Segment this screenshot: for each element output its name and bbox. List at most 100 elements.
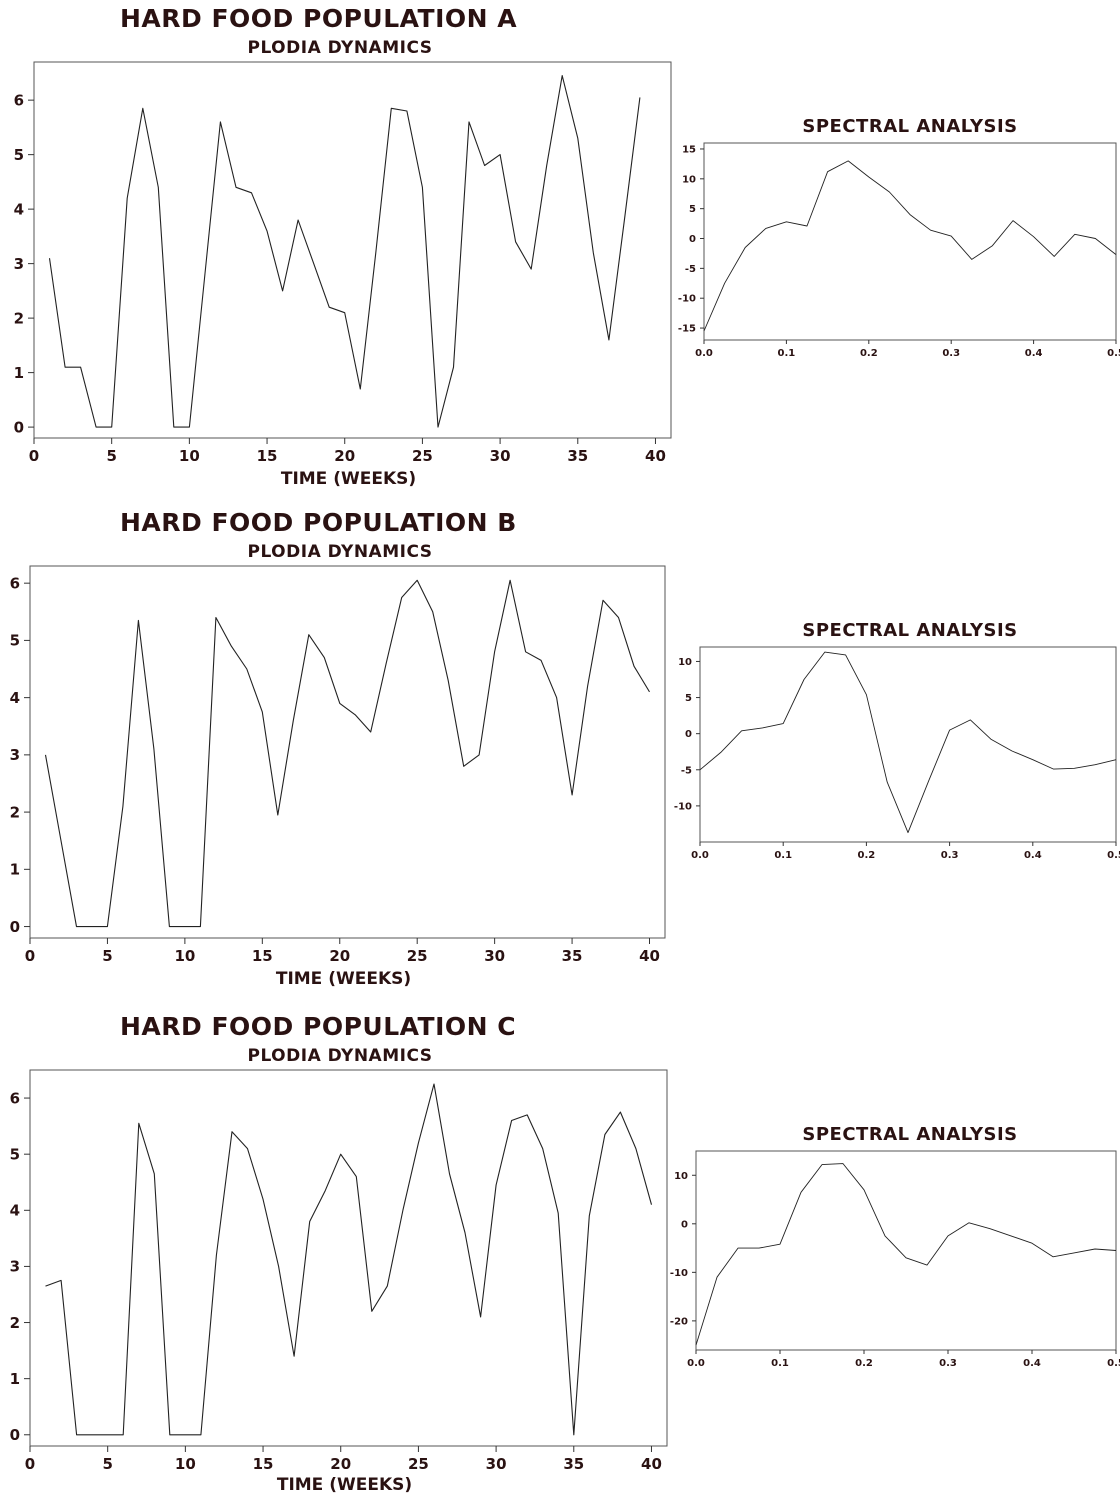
y-tick-label: 5 xyxy=(14,146,24,164)
plot-frame xyxy=(695,1150,1117,1351)
x-tick-label: 10 xyxy=(175,1455,196,1473)
y-tick-label: 5 xyxy=(10,632,20,650)
x-tick-label: 0.5 xyxy=(1107,1358,1120,1369)
x-tick-label: 15 xyxy=(252,947,273,965)
x-tick-label: 0.2 xyxy=(855,1358,873,1369)
x-tick-label: 0.1 xyxy=(774,850,792,861)
y-tick-label: 2 xyxy=(10,803,20,821)
y-tick-label: 4 xyxy=(10,1202,20,1220)
panel-population-b: HARD FOOD POPULATION B PLODIA DYNAMICS S… xyxy=(0,504,1120,1002)
x-tick-label: 25 xyxy=(408,1455,429,1473)
x-tick-label: 30 xyxy=(486,1455,507,1473)
x-tick-label: 0.1 xyxy=(778,348,796,359)
y-tick-label: 1 xyxy=(10,861,20,879)
plot-frame xyxy=(703,142,1117,341)
y-tick-label: 10 xyxy=(674,1171,688,1182)
x-tick-label: 0.1 xyxy=(771,1358,789,1369)
spectral-title: SPECTRAL ANALYSIS xyxy=(802,1124,1018,1145)
x-tick-label: 0.0 xyxy=(691,850,709,861)
x-tick-label: 0.4 xyxy=(1025,348,1043,359)
x-tick-label: 5 xyxy=(102,947,112,965)
y-tick-label: -5 xyxy=(681,765,692,776)
y-tick-label: 0 xyxy=(689,234,696,245)
x-tick-label: 5 xyxy=(102,1455,112,1473)
y-tick-label: 0 xyxy=(14,418,24,436)
y-tick-label: 6 xyxy=(10,574,20,592)
population-a-charts: 0 1 2 3 4 5 6 0 5 10 15 20 25 30 35 40 15 10 5 0 -5 -10 -15 0.0… xyxy=(14,61,1120,489)
x-tick-label: 15 xyxy=(253,1455,274,1473)
y-tick-label: 4 xyxy=(10,689,20,707)
spectral-chart: 10 0 -10 -20 0.0 0.1 0.2 0.3 0.4 0.5 xyxy=(670,1150,1120,1369)
time-series-chart: 0 1 2 3 4 5 6 0 5 10 15 20 25 30 35 40 xyxy=(14,61,672,465)
y-tick-label: 3 xyxy=(10,1258,20,1276)
x-tick-label: 35 xyxy=(563,1455,584,1473)
spectral-chart: 15 10 5 0 -5 -10 -15 0.0 0.1 0.2 0.3 0.4 0.5 xyxy=(678,142,1120,359)
y-tick-label: 2 xyxy=(14,309,24,327)
x-tick-label: 30 xyxy=(490,447,511,465)
chart-subtitle: PLODIA DYNAMICS xyxy=(247,1046,433,1066)
y-tick-label: 0 xyxy=(10,1426,20,1444)
x-tick-label: 0 xyxy=(25,1455,35,1473)
plot-frame xyxy=(29,565,666,939)
x-tick-label: 40 xyxy=(645,447,666,465)
x-tick-label: 15 xyxy=(257,447,278,465)
panel-population-a: HARD FOOD POPULATION A PLODIA DYNAMICS S… xyxy=(0,0,1120,498)
x-tick-label: 0.0 xyxy=(687,1358,705,1369)
y-tick-label: -10 xyxy=(674,801,692,812)
series-line xyxy=(703,160,1117,332)
y-tick-label: 5 xyxy=(689,204,696,215)
x-tick-label: 0.4 xyxy=(1023,1358,1041,1369)
panel-population-c: HARD FOOD POPULATION C PLODIA DYNAMICS S… xyxy=(0,1008,1120,1506)
x-tick-label: 30 xyxy=(484,947,505,965)
series-line xyxy=(699,651,1117,834)
x-tick-label: 0.5 xyxy=(1107,348,1120,359)
chart-title: HARD FOOD POPULATION A xyxy=(120,4,518,33)
y-tick-label: 0 xyxy=(685,729,692,740)
x-tick-label: 0.0 xyxy=(695,348,713,359)
y-tick-label: 1 xyxy=(10,1370,20,1388)
series-line xyxy=(44,579,650,928)
x-tick-label: 40 xyxy=(641,1455,662,1473)
y-tick-label: 1 xyxy=(14,364,24,382)
y-tick-label: 6 xyxy=(10,1089,20,1107)
x-tick-label: 0 xyxy=(25,947,35,965)
x-tick-label: 20 xyxy=(334,447,355,465)
series-line xyxy=(45,1083,653,1436)
chart-title: HARD FOOD POPULATION C xyxy=(120,1012,517,1041)
population-c-charts: 0 1 2 3 4 5 6 0 5 10 15 20 25 30 35 40 10 0 -10 -20 0.0 0.1 0.… xyxy=(10,1069,1120,1495)
x-tick-label: 0.3 xyxy=(942,348,960,359)
y-tick-label: -20 xyxy=(670,1316,688,1327)
chart-subtitle: PLODIA DYNAMICS xyxy=(247,38,433,58)
x-tick-label: 0.4 xyxy=(1024,850,1042,861)
x-tick-label: 20 xyxy=(329,947,350,965)
chart-subtitle: PLODIA DYNAMICS xyxy=(247,542,433,562)
y-tick-label: 10 xyxy=(682,174,696,185)
x-tick-label: 10 xyxy=(174,947,195,965)
x-tick-label: 40 xyxy=(639,947,660,965)
y-tick-label: 5 xyxy=(685,693,692,704)
x-axis-label: TIME (WEEKS) xyxy=(276,969,411,989)
plot-frame xyxy=(29,1069,668,1447)
x-tick-label: 35 xyxy=(562,947,583,965)
x-tick-label: 0 xyxy=(29,447,39,465)
chart-title: HARD FOOD POPULATION B xyxy=(120,508,517,537)
y-tick-label: 3 xyxy=(14,255,24,273)
x-tick-label: 20 xyxy=(330,1455,351,1473)
y-tick-label: 3 xyxy=(10,746,20,764)
y-tick-label: 4 xyxy=(14,200,24,218)
y-tick-label: 2 xyxy=(10,1314,20,1332)
y-tick-label: 6 xyxy=(14,91,24,109)
series-line xyxy=(695,1163,1117,1346)
y-tick-label: 15 xyxy=(682,144,696,155)
x-tick-label: 10 xyxy=(179,447,200,465)
x-tick-label: 5 xyxy=(106,447,116,465)
x-axis-label: TIME (WEEKS) xyxy=(281,469,416,489)
y-tick-label: -15 xyxy=(678,324,696,335)
y-tick-label: -10 xyxy=(670,1268,688,1279)
spectral-title: SPECTRAL ANALYSIS xyxy=(802,620,1018,641)
y-tick-label: -10 xyxy=(678,294,696,305)
y-tick-label: -5 xyxy=(685,264,696,275)
time-series-chart: 0 1 2 3 4 5 6 0 5 10 15 20 25 30 35 40 xyxy=(10,565,666,965)
spectral-chart: 10 5 0 -5 -10 0.0 0.1 0.2 0.3 0.4 0.5 xyxy=(674,646,1120,861)
x-tick-label: 0.5 xyxy=(1107,850,1120,861)
